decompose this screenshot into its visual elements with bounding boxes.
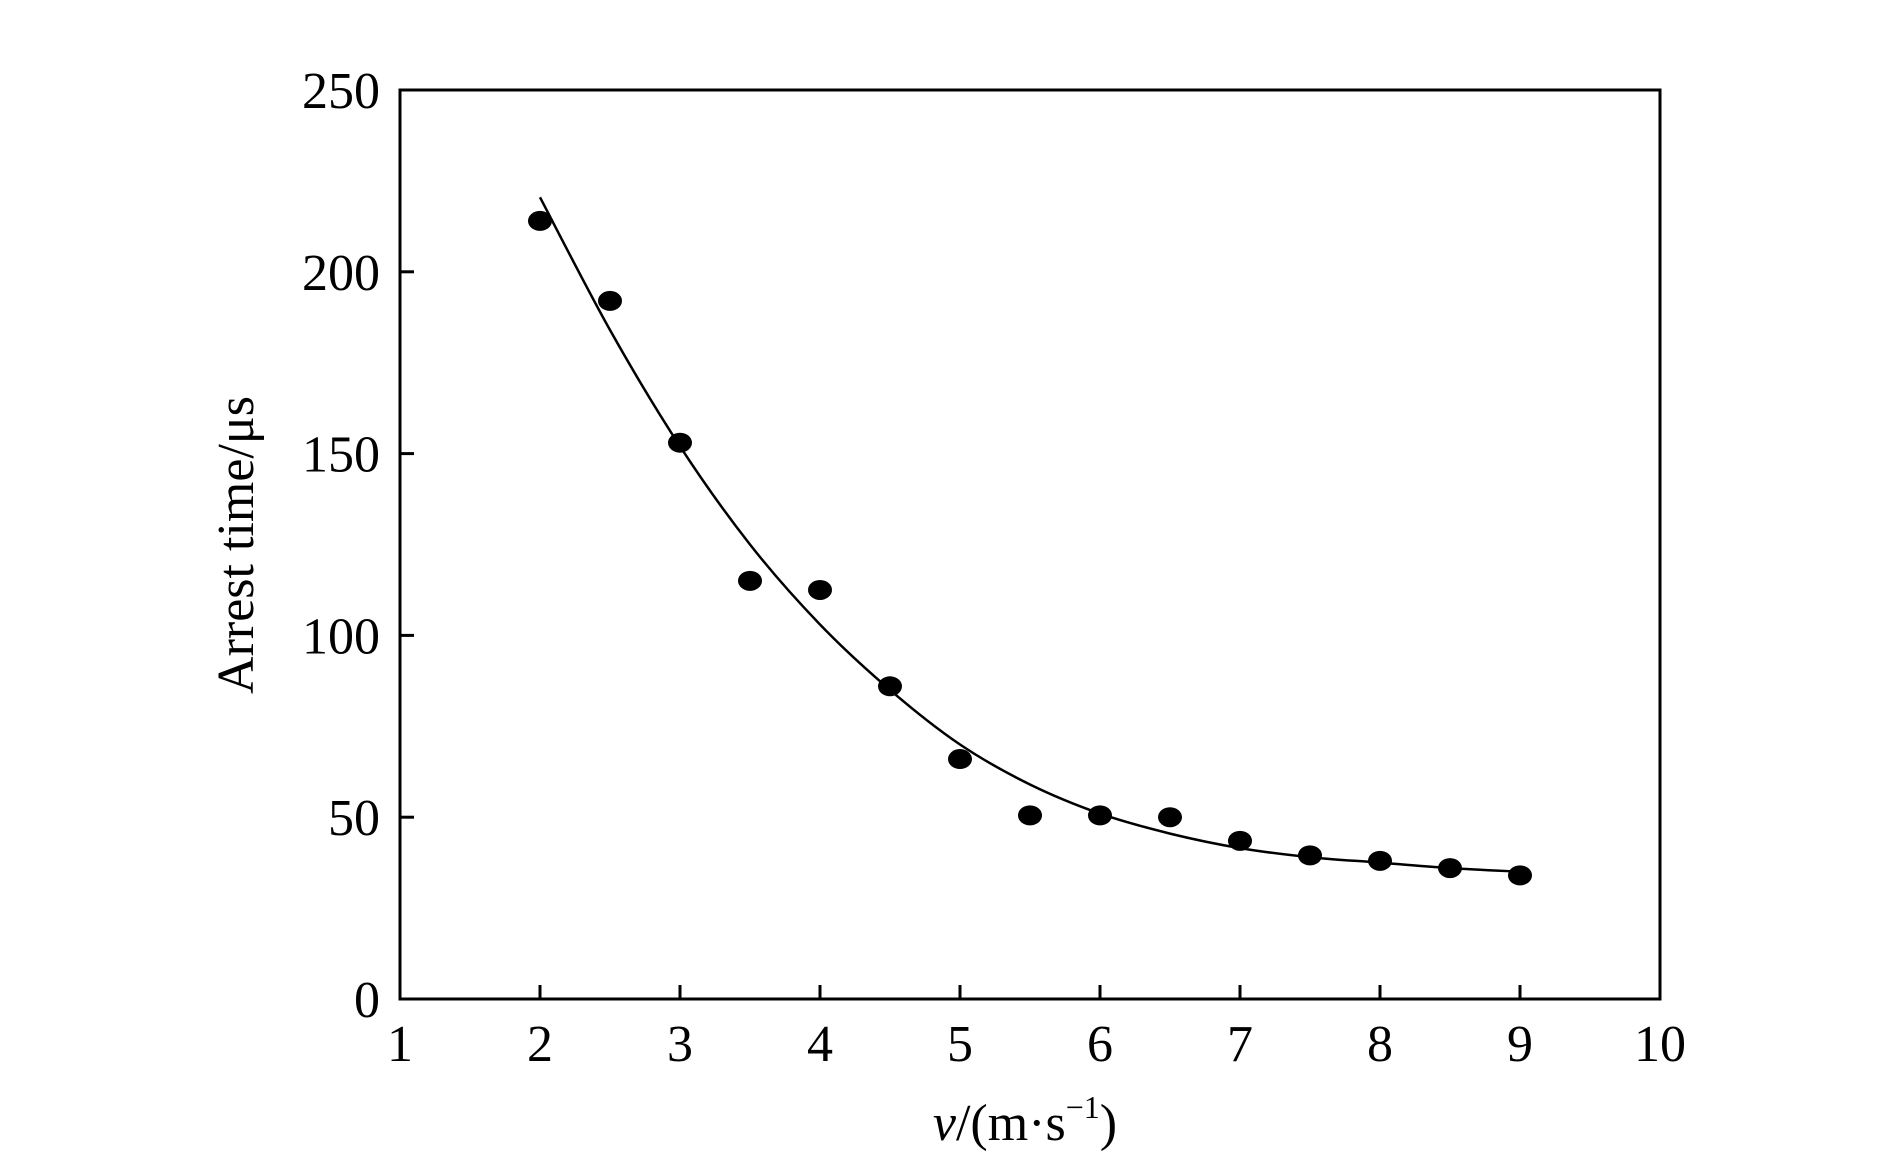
x-tick-labels: 1 2 3 4 5 6 7 8 9 10 — [387, 1016, 1686, 1073]
y-tick-label: 50 — [328, 790, 380, 847]
data-point — [738, 570, 762, 591]
x-ticks — [398, 985, 1662, 999]
x-tick-label: 4 — [807, 1016, 833, 1073]
x-axis-unit-exponent: −1 — [1066, 1089, 1100, 1125]
data-point — [878, 676, 902, 697]
x-tick-label: 7 — [1227, 1016, 1253, 1073]
data-point — [1088, 805, 1112, 826]
fitted-curve — [538, 196, 1521, 873]
data-point — [1018, 805, 1042, 826]
y-axis-title: Arrest time/μs — [208, 396, 265, 694]
x-axis-title: v/(m·s−1) — [933, 1089, 1117, 1152]
data-point — [1368, 850, 1392, 871]
x-axis-unit-close: ) — [1100, 1095, 1117, 1152]
data-point — [1438, 858, 1462, 879]
data-point — [808, 579, 832, 600]
y-tick-label: 100 — [302, 608, 380, 665]
y-tick-label: 0 — [354, 972, 380, 1029]
data-points — [528, 210, 1532, 886]
x-tick-label: 1 — [387, 1016, 413, 1073]
y-tick-label: 250 — [302, 63, 380, 120]
x-axis-unit: /(m·s — [956, 1095, 1066, 1152]
x-tick-label: 6 — [1087, 1016, 1113, 1073]
x-tick-label: 8 — [1367, 1016, 1393, 1073]
data-point — [528, 210, 552, 231]
data-point — [1158, 807, 1182, 828]
data-point — [668, 432, 692, 453]
x-tick-label: 2 — [527, 1016, 553, 1073]
x-tick-label: 10 — [1634, 1016, 1686, 1073]
x-axis-variable: v — [933, 1095, 957, 1152]
x-tick-label: 3 — [667, 1016, 693, 1073]
data-point — [598, 290, 622, 311]
y-tick-label: 150 — [302, 427, 380, 484]
data-point — [948, 749, 972, 770]
data-point — [1298, 845, 1322, 866]
y-tick-labels: 0 50 100 150 200 250 — [302, 63, 380, 1029]
plot-area-frame — [398, 88, 1662, 1001]
y-ticks — [400, 88, 414, 1001]
data-point — [1228, 830, 1252, 851]
x-tick-label: 9 — [1507, 1016, 1533, 1073]
y-tick-label: 200 — [302, 245, 380, 302]
data-point — [1508, 865, 1532, 886]
x-tick-label: 5 — [947, 1016, 973, 1073]
